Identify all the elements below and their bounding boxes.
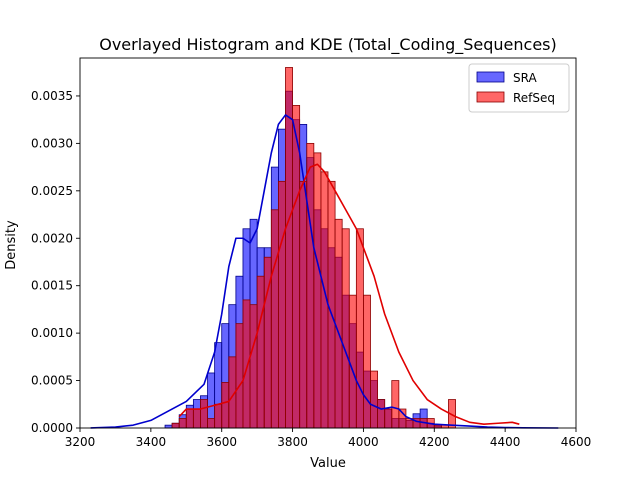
x-tick-label: 4200: [419, 435, 450, 449]
kde-lines: [90, 114, 559, 429]
x-axis-label: Value: [310, 456, 346, 471]
refseq-bar: [178, 418, 187, 429]
refseq-bar: [242, 299, 251, 429]
refseq-bar: [377, 399, 386, 429]
refseq-bar: [235, 323, 244, 429]
refseq-bar: [214, 403, 223, 429]
refseq-legend-label: RefSeq: [513, 91, 555, 105]
y-tick-label: 0.0035: [31, 89, 73, 103]
refseq-bar: [306, 142, 315, 429]
refseq-bar: [249, 304, 258, 429]
refseq-bar: [221, 382, 230, 429]
x-tick-label: 3600: [206, 435, 237, 449]
x-tick-label: 4600: [561, 435, 592, 449]
refseq-bar: [185, 408, 194, 429]
refseq-bar: [348, 294, 357, 429]
sra-legend-swatch: [476, 71, 505, 83]
axes-frame: [79, 57, 577, 429]
refseq-bar: [327, 180, 336, 429]
axes: [79, 57, 577, 429]
x-tick-label: 3800: [277, 435, 308, 449]
y-axis-label: Density: [4, 220, 19, 270]
y-tick-label: 0.0015: [31, 279, 73, 293]
y-tick-label: 0.0020: [31, 231, 73, 245]
refseq-legend-swatch: [476, 91, 505, 103]
refseq-bar: [192, 408, 201, 429]
refseq-bar: [370, 370, 378, 429]
refseq-bar: [334, 218, 343, 429]
y-tick-label: 0.0005: [31, 374, 73, 388]
y-tick-label: 0.0030: [31, 136, 73, 150]
refseq-bar: [363, 294, 371, 429]
chart-title: Overlayed Histogram and KDE (Total_Codin…: [99, 35, 557, 55]
x-tick-label: 4400: [490, 435, 521, 449]
x-tick-label: 3400: [136, 435, 167, 449]
refseq-bar: [313, 152, 322, 429]
refseq-bar: [277, 180, 286, 429]
refseq-bar: [299, 180, 308, 429]
y-tick-label: 0.0000: [31, 421, 73, 435]
refseq-bar: [384, 408, 393, 429]
y-tick-label: 0.0025: [31, 184, 73, 198]
refseq-bar: [285, 67, 293, 429]
refseq-bar: [200, 399, 208, 429]
refseq-bar: [292, 105, 301, 429]
refseq-bars: [171, 67, 456, 429]
refseq-kde-line: [178, 163, 520, 426]
refseq-bar: [207, 418, 216, 429]
refseq-bar: [341, 228, 350, 429]
x-tick-label: 3200: [65, 435, 96, 449]
refseq-bar: [355, 228, 364, 429]
sra-legend-label: SRA: [513, 71, 537, 85]
y-axis-ticks: 0.0000 0.0005 0.0010 0.0015 0.0020 0.0025 0.00…: [31, 89, 80, 435]
refseq-bar: [391, 380, 400, 429]
y-tick-label: 0.0010: [31, 326, 73, 340]
refseq-bar: [270, 209, 279, 429]
refseq-bar: [171, 422, 180, 429]
legend: SRA RefSeq: [468, 63, 570, 113]
x-axis-ticks: 3200 3400 3600 3800 4000 4200 4400 4600: [65, 428, 592, 449]
sra-kde-line: [90, 114, 559, 429]
refseq-bar: [256, 275, 265, 429]
x-tick-label: 4000: [348, 435, 379, 449]
